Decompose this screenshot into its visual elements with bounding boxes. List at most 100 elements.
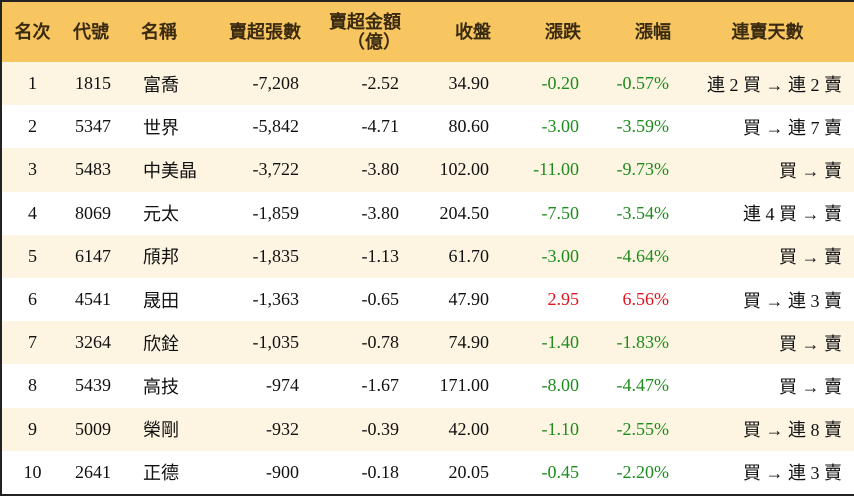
table-cell: -0.45 [501,450,591,495]
header-cell: 代號 [63,1,131,62]
table-cell: -1,035 [211,321,311,365]
table-cell: 買 → 賣 [681,364,854,408]
table-cell: -0.18 [311,450,411,495]
table-cell: 9 [1,407,63,451]
table-cell: 6.56% [591,277,681,322]
table-cell: 買 → 連 3 賣 [681,450,854,495]
table-cell: 34.90 [411,62,501,106]
table-cell: 榮剛 [131,407,211,451]
table-cell: 頎邦 [131,234,211,278]
table-cell: 61.70 [411,234,501,278]
header-cell: 連賣天數 [681,1,854,62]
table-cell: -0.20 [501,62,591,106]
table-cell: -3.00 [501,234,591,278]
table-cell: -2.20% [591,450,681,495]
table-cell: 6147 [63,234,131,278]
table-cell: 204.50 [411,191,501,235]
table-cell: 8069 [63,191,131,235]
header-cell: 賣超張數 [211,1,311,62]
table-cell: -0.57% [591,62,681,106]
table-row: 3 5483 中美晶 -3,722 -3.80 102.00 -11.00 -9.73% 買 →… [1,148,854,192]
table-cell: 47.90 [411,277,501,322]
table-cell: 連 4 買 → 賣 [681,191,854,235]
table-cell: 42.00 [411,407,501,451]
table-cell: -7,208 [211,62,311,106]
table-row: 6 4541 晟田 -1,363 -0.65 47.90 2.95 6.56% 買 → 連 3 … [1,277,854,322]
table-cell: -3.80 [311,191,411,235]
table-cell: 富喬 [131,62,211,106]
table-row: 2 5347 世界 -5,842 -4.71 80.60 -3.00 -3.59% 買 → 連 … [1,105,854,149]
table-cell: 買 → 賣 [681,148,854,192]
table-row: 9 5009 榮剛 -932 -0.39 42.00 -1.10 -2.55% 買 → 連 8 … [1,407,854,451]
table-cell: -1.13 [311,234,411,278]
table-cell: -3.80 [311,148,411,192]
table-cell: -4.47% [591,364,681,408]
table-cell: -7.50 [501,191,591,235]
table-cell: -900 [211,450,311,495]
table-cell: 2 [1,105,63,149]
table-cell: -1,859 [211,191,311,235]
table-cell: -974 [211,364,311,408]
table-cell: 5347 [63,105,131,149]
table-cell: -1,363 [211,277,311,322]
table-cell: -1.67 [311,364,411,408]
table-cell: 5 [1,234,63,278]
table-cell: 買 → 賣 [681,234,854,278]
table-row: 1 1815 富喬 -7,208 -2.52 34.90 -0.20 -0.57% 連 2 買 … [1,62,854,106]
header-cell: 收盤 [411,1,501,62]
table-body: 1 1815 富喬 -7,208 -2.52 34.90 -0.20 -0.57% 連 2 買 … [1,62,854,495]
table-cell: 1 [1,62,63,106]
table-cell: 買 → 連 8 賣 [681,407,854,451]
header-cell: 賣超金額 （億） [311,1,411,62]
table-cell: -9.73% [591,148,681,192]
table-cell: -1.10 [501,407,591,451]
table-cell: 3 [1,148,63,192]
header-cell: 名次 [1,1,63,62]
table-cell: 連 2 買 → 連 2 賣 [681,62,854,106]
table-cell: -5,842 [211,105,311,149]
table-row: 7 3264 欣銓 -1,035 -0.78 74.90 -1.40 -1.83% 買 → 賣 [1,321,854,365]
table-cell: 171.00 [411,364,501,408]
table-cell: 正德 [131,450,211,495]
table-cell: 3264 [63,321,131,365]
table-cell: 7 [1,321,63,365]
table-cell: -3,722 [211,148,311,192]
table-cell: 欣銓 [131,321,211,365]
table-cell: 74.90 [411,321,501,365]
table-cell: 4541 [63,277,131,322]
table-cell: 5009 [63,407,131,451]
table-cell: 20.05 [411,450,501,495]
table-cell: 6 [1,277,63,322]
table-cell: 1815 [63,62,131,106]
table-cell: -2.55% [591,407,681,451]
table-cell: -11.00 [501,148,591,192]
table-row: 8 5439 高技 -974 -1.67 171.00 -8.00 -4.47% 買 → 賣 [1,364,854,408]
table-cell: 5483 [63,148,131,192]
table-cell: -0.65 [311,277,411,322]
table-cell: -0.39 [311,407,411,451]
table-cell: 中美晶 [131,148,211,192]
header-cell: 漲幅 [591,1,681,62]
table-cell: 買 → 連 3 賣 [681,277,854,322]
table-row: 5 6147 頎邦 -1,835 -1.13 61.70 -3.00 -4.64% 買 → 賣 [1,234,854,278]
table-row: 4 8069 元太 -1,859 -3.80 204.50 -7.50 -3.54% 連 4 買… [1,191,854,235]
table-cell: -4.64% [591,234,681,278]
table-cell: 10 [1,450,63,495]
header-cell: 漲跌 [501,1,591,62]
table-cell: 晟田 [131,277,211,322]
table-cell: -3.54% [591,191,681,235]
table-cell: 買 → 賣 [681,321,854,365]
table-cell: -8.00 [501,364,591,408]
table-cell: 買 → 連 7 賣 [681,105,854,149]
table-cell: 2641 [63,450,131,495]
table-cell: 4 [1,191,63,235]
table-cell: -0.78 [311,321,411,365]
table-cell: -1.83% [591,321,681,365]
table-cell: 5439 [63,364,131,408]
table-cell: 高技 [131,364,211,408]
table-cell: 元太 [131,191,211,235]
table-cell: -3.00 [501,105,591,149]
table-cell: -1.40 [501,321,591,365]
